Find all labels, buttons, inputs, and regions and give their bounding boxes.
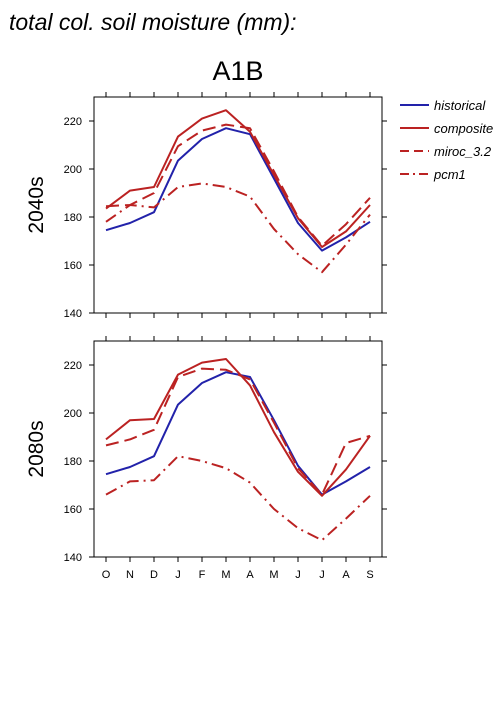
xtick-label-9: J (319, 569, 325, 581)
panel-2040s: 2040s 140 160 180 200 220 (25, 92, 387, 320)
2040s-ytick-label-1: 160 (64, 260, 82, 272)
panel-2040s-frame (93, 96, 383, 314)
panel-2080s-lines (105, 358, 371, 542)
2080s-ytick-label-2: 180 (64, 456, 82, 468)
legend-entry-composite: composite (400, 121, 493, 136)
panel-2040s-ticks: 140 160 180 200 220 (64, 92, 387, 320)
panel-2080s-frame (93, 340, 383, 558)
2040s-ytick-label-2: 180 (64, 212, 82, 224)
legend-entry-pcm1: pcm1 (400, 167, 466, 182)
legend-label-composite: composite (434, 121, 493, 136)
legend-label-historical: historical (434, 98, 486, 113)
panel-2080s: 2080s 140 160 180 200 220 O N D J F M A M J J A S (25, 336, 387, 581)
xtick-label-5: M (221, 569, 230, 581)
2040s-ytick-label-0: 140 (64, 308, 82, 320)
xtick-label-8: J (295, 569, 301, 581)
xtick-label-7: M (269, 569, 278, 581)
xtick-label-0: O (102, 569, 111, 581)
2080s-ytick-label-1: 160 (64, 504, 82, 516)
legend-label-pcm1: pcm1 (433, 167, 466, 182)
2040s-ytick-label-4: 220 (64, 116, 82, 128)
2080s-ytick-label-4: 220 (64, 360, 82, 372)
panel-2080s-ticks: 140 160 180 200 220 (64, 336, 387, 564)
panel-2040s-lines (105, 109, 371, 274)
legend-entry-miroc: miroc_3.2 (400, 144, 492, 159)
legend: historical composite miroc_3.2 pcm1 (400, 98, 493, 182)
legend-entry-historical: historical (400, 98, 486, 113)
legend-label-miroc: miroc_3.2 (434, 144, 492, 159)
2040s-series-composite (105, 109, 371, 248)
2080s-ytick-label-3: 200 (64, 408, 82, 420)
page-title: total col. soil moisture (mm): (9, 9, 297, 35)
xtick-label-11: S (366, 569, 373, 581)
xtick-label-3: J (175, 569, 181, 581)
2080s-series-miroc-3-2 (105, 367, 371, 496)
xtick-label-2: D (150, 569, 158, 581)
2040s-series-pcm1 (105, 182, 371, 274)
xtick-label-1: N (126, 569, 134, 581)
xtick-label-10: A (342, 569, 350, 581)
panel-2080s-ylabel: 2080s (25, 420, 48, 477)
xtick-label-6: A (246, 569, 254, 581)
2040s-ytick-label-3: 200 (64, 164, 82, 176)
2040s-series-miroc-3-2 (105, 123, 371, 247)
2080s-ytick-label-0: 140 (64, 552, 82, 564)
2040s-series-historical (105, 127, 371, 252)
panel-2040s-ylabel: 2040s (25, 176, 48, 233)
xtick-label-4: F (199, 569, 206, 581)
2080s-series-pcm1 (105, 455, 371, 542)
2080s-series-composite (105, 358, 371, 497)
scenario-title: A1B (212, 56, 263, 86)
